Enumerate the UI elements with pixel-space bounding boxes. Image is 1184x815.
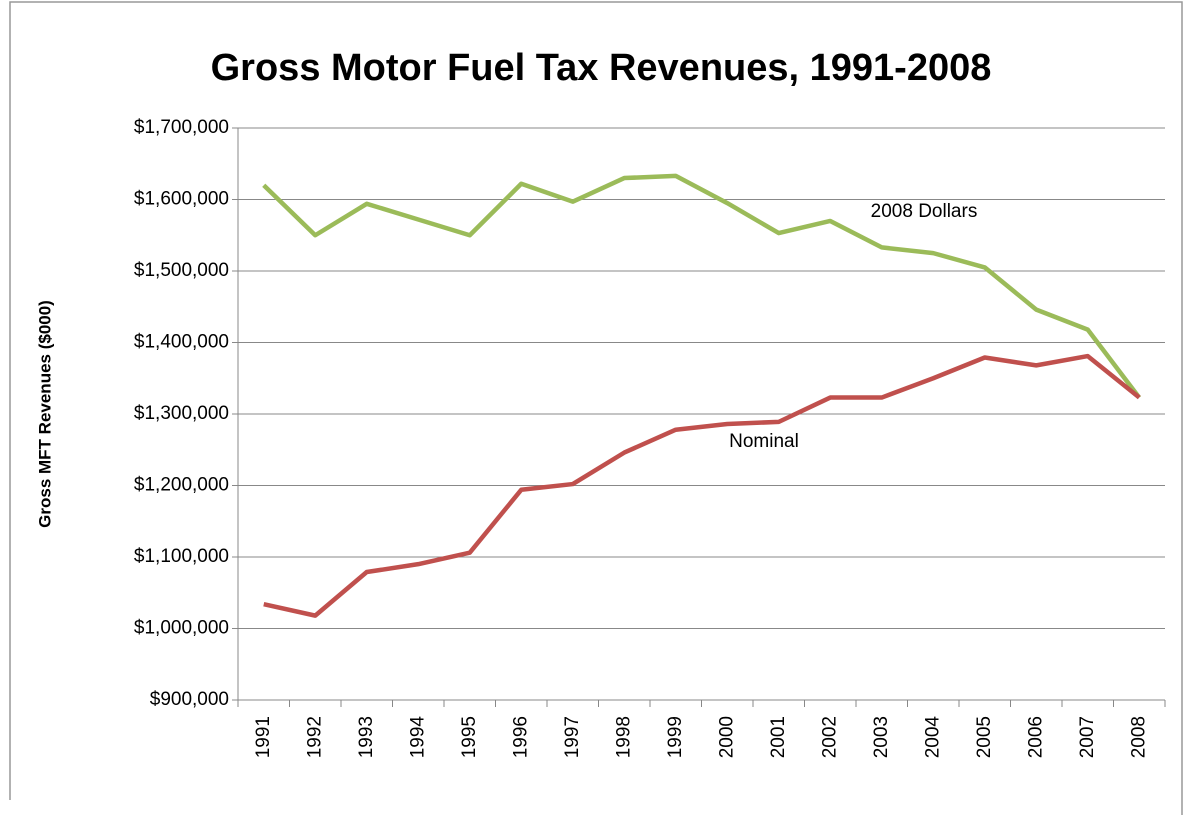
y-tick-label: $1,100,000 [134, 546, 229, 567]
y-tick-label: $1,700,000 [134, 117, 229, 138]
x-tick-label: 2000 [716, 716, 737, 758]
y-tick-label: $900,000 [150, 689, 229, 710]
x-tick-label: 2004 [922, 716, 943, 759]
x-tick-label: 2003 [871, 716, 892, 758]
x-tick-label: 1999 [665, 716, 686, 758]
series-label: 2008 Dollars [871, 201, 978, 222]
x-tick-label: 1995 [459, 716, 480, 758]
series-label: Nominal [729, 431, 799, 452]
x-tick-label: 1998 [613, 716, 634, 758]
x-tick-label: 1994 [407, 716, 428, 759]
x-tick-label: 2006 [1025, 716, 1046, 758]
x-tick-label: 2005 [974, 716, 995, 758]
y-tick-label: $1,600,000 [134, 189, 229, 210]
x-tick-label: 1997 [562, 716, 583, 758]
y-tick-label: $1,400,000 [134, 332, 229, 353]
x-tick-label: 2008 [1128, 716, 1149, 758]
y-tick-label: $1,200,000 [134, 475, 229, 496]
data-line [262, 173, 1142, 399]
y-tick-label: $1,300,000 [134, 403, 229, 424]
x-tick-label: 2002 [819, 716, 840, 758]
chart-border [9, 1, 1183, 815]
x-tick-label: 2007 [1077, 716, 1098, 758]
y-tick-label: $1,500,000 [134, 260, 229, 281]
x-tick-label: 1993 [356, 716, 377, 758]
x-tick-label: 1992 [304, 716, 325, 758]
data-line [263, 353, 1141, 618]
x-tick-label: 1991 [253, 716, 274, 758]
y-tick-label: $1,000,000 [134, 618, 229, 639]
y-axis-label: Gross MFT Revenues ($000) [35, 300, 54, 528]
x-tick-label: 1996 [510, 716, 531, 758]
chart-title: Gross Motor Fuel Tax Revenues, 1991-2008 [211, 47, 992, 89]
x-tick-label: 2001 [768, 716, 789, 758]
